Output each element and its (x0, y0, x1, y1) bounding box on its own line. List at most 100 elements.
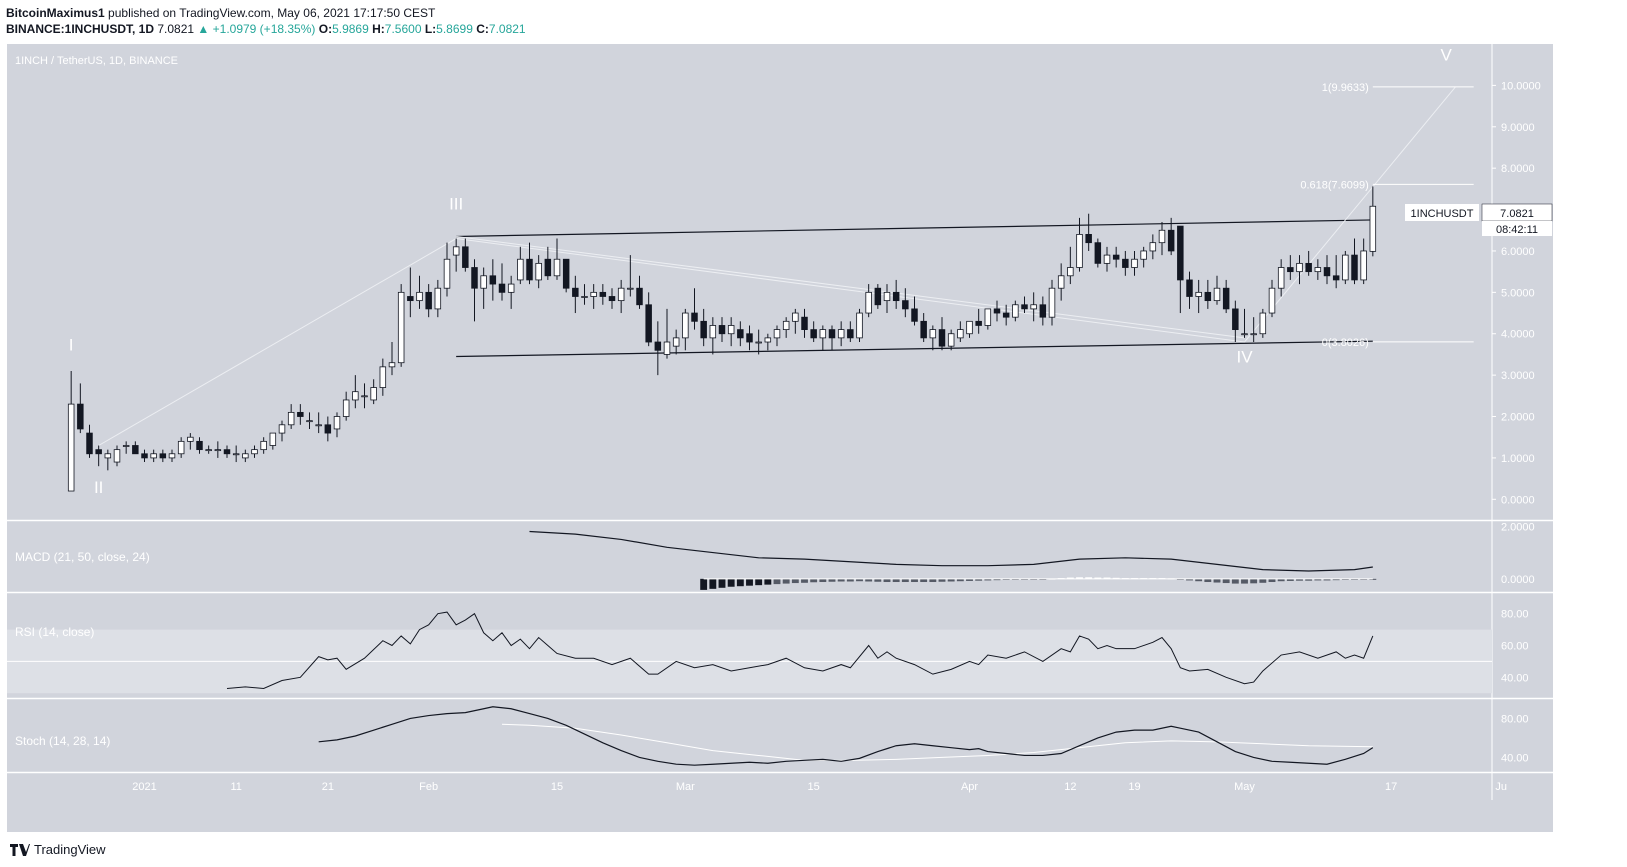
rsi-pane-title: RSI (14, close) (15, 625, 94, 639)
macd-histogram-bar (938, 578, 946, 582)
close-label: C: (476, 22, 489, 36)
candle-down (920, 320, 927, 339)
macd-histogram-bar (700, 578, 708, 590)
macd-histogram-bar (993, 578, 1001, 581)
macd-histogram-bar (746, 578, 753, 586)
candle-up (837, 329, 845, 339)
y-tick-label: 3.0000 (1501, 370, 1535, 382)
candle-up (306, 420, 313, 423)
candle-up (819, 329, 827, 339)
candle-up (1149, 242, 1157, 252)
macd-histogram-bar (1277, 578, 1285, 582)
candle-up (1268, 287, 1276, 314)
candle-up (883, 291, 891, 302)
y-tick-label: 9.0000 (1501, 122, 1535, 134)
macd-histogram-bar (1305, 578, 1313, 581)
candle-down (828, 329, 836, 339)
low-label: L: (424, 22, 437, 36)
elliott-wave-path (98, 86, 1456, 446)
y-tick-label: 6.0000 (1501, 246, 1535, 258)
candle-down (1094, 242, 1102, 264)
macd-histogram-bar (1195, 578, 1203, 582)
candle-up (663, 341, 671, 355)
macd-histogram-bar (736, 578, 744, 587)
candle-up (764, 337, 772, 343)
symbol-info: BINANCE:1INCHUSDT, 1D 7.0821 ▲ +1.0979 (… (6, 22, 526, 36)
candle-down (911, 308, 918, 322)
wave-label: IV (1236, 348, 1253, 367)
candle-up (1030, 304, 1037, 310)
candle-up (1140, 250, 1147, 260)
x-tick-label: 12 (1064, 781, 1076, 793)
fib-level-label: 0(3.8026) (1322, 337, 1369, 349)
x-tick-label: 21 (322, 781, 334, 793)
candle-up (251, 449, 258, 455)
x-tick-label: 2021 (132, 781, 156, 793)
y-tick-label: 10.0000 (1501, 80, 1541, 92)
candle-down (874, 287, 882, 306)
macd-histogram-bar (837, 578, 845, 582)
candle-up (269, 432, 277, 446)
publish-info: BitcoinMaximus1 published on TradingView… (6, 6, 435, 20)
macd-histogram-bar (966, 578, 973, 581)
candle-up (672, 337, 680, 347)
candle-up (590, 291, 597, 297)
candle-up (1076, 233, 1083, 268)
author-name[interactable]: BitcoinMaximus1 (6, 6, 105, 20)
fib-level-label: 0.618(7.6099) (1300, 179, 1369, 191)
wave-label: II (94, 478, 103, 497)
x-tick-label: Apr (961, 781, 978, 793)
candle-up (315, 424, 322, 427)
macd-histogram-bar (883, 578, 891, 583)
macd-histogram-bar (901, 578, 909, 583)
macd-histogram-bar (865, 578, 873, 582)
candle-down (1167, 229, 1175, 252)
macd-histogram-bar (764, 578, 772, 585)
candle-down (938, 329, 946, 347)
macd-tick-label: 2.0000 (1501, 521, 1535, 533)
footer[interactable]: TradingView (10, 842, 106, 857)
candle-down (1323, 267, 1331, 277)
candle-down (737, 329, 744, 339)
candle-down (425, 291, 432, 310)
candle-down (95, 449, 102, 455)
macd-histogram-bar (956, 578, 964, 582)
x-tick-label: Feb (419, 781, 438, 793)
candle-down (1177, 225, 1184, 281)
fib-level-label: 1(9.9633) (1322, 82, 1369, 94)
candle-up (1369, 205, 1377, 252)
candle-down (892, 291, 900, 302)
candle-up (214, 449, 222, 452)
macd-histogram-bar (984, 578, 992, 581)
macd-histogram-bar (1268, 578, 1276, 583)
candle-down (801, 316, 808, 331)
candle-down (810, 329, 817, 339)
candle-up (416, 291, 423, 302)
channel-lower-line (456, 340, 1373, 358)
candle-up (397, 291, 405, 364)
rsi-tick-label: 40.00 (1501, 672, 1529, 684)
candle-down (1232, 308, 1239, 331)
candle-up (379, 366, 387, 388)
candle-up (535, 262, 542, 281)
rsi-tick-label: 60.00 (1501, 641, 1529, 653)
candle-down (718, 325, 726, 335)
candle-up (242, 453, 249, 459)
macd-tick-label: 0.0000 (1501, 574, 1535, 586)
macd-histogram-bar (1250, 578, 1258, 584)
tradingview-logo-icon (10, 843, 30, 856)
candle-up (966, 320, 973, 335)
currency-label: USDT (1558, 55, 1588, 67)
candle-up (1360, 250, 1367, 281)
candle-down (1305, 262, 1312, 273)
candle-up (755, 341, 762, 344)
macd-histogram-bar (1351, 578, 1358, 580)
x-tick-label: 15 (551, 781, 563, 793)
macd-histogram-bar (874, 578, 882, 582)
candle-up (1158, 229, 1166, 244)
candle-up (929, 329, 937, 339)
macd-histogram-bar (1112, 577, 1120, 579)
candle-up (709, 325, 717, 339)
candle-up (1277, 267, 1285, 289)
